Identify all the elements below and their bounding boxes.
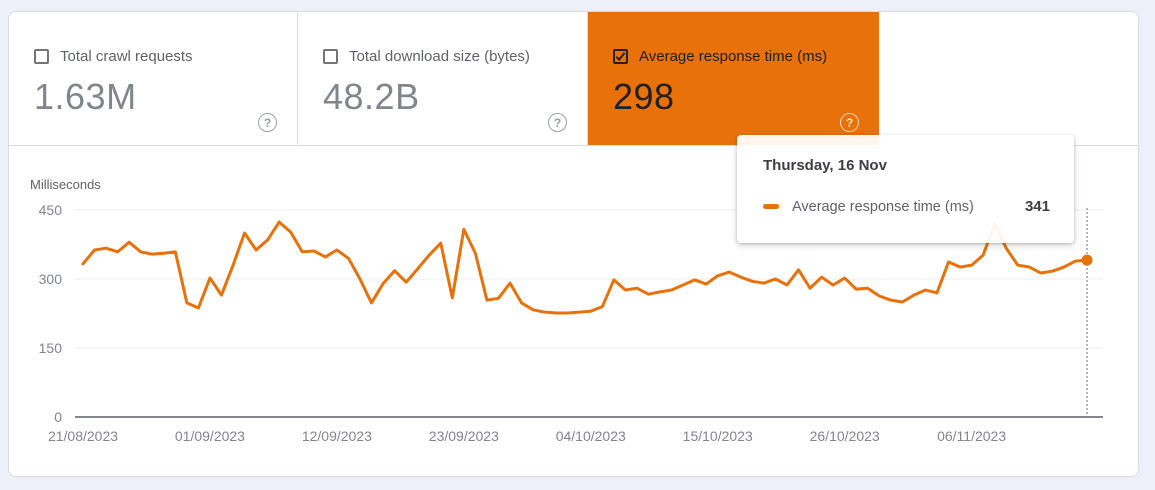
- checkbox-unchecked-icon[interactable]: [323, 49, 338, 64]
- metric-card-label: Total download size (bytes): [349, 48, 530, 65]
- metric-card-total-download-size[interactable]: Total download size (bytes) 48.2B ?: [298, 12, 588, 145]
- metric-card-value: 48.2B: [323, 76, 420, 117]
- chart-y-axis-title: Milliseconds: [30, 177, 101, 192]
- chart-hover-tooltip: Thursday, 16 Nov Average response time (…: [737, 135, 1074, 243]
- checkbox-checked-icon[interactable]: [613, 49, 628, 64]
- tooltip-series-value: 341: [1024, 198, 1050, 215]
- metric-card-total-crawl-requests[interactable]: Total crawl requests 1.63M ?: [9, 12, 298, 145]
- metric-card-label: Total crawl requests: [60, 48, 193, 65]
- tooltip-series-label: Average response time (ms): [792, 198, 974, 215]
- tooltip-date-title: Thursday, 16 Nov: [763, 157, 887, 174]
- crawl-stats-panel: Total crawl requests 1.63M ? Total downl…: [8, 11, 1139, 477]
- series-swatch-icon: [763, 204, 779, 209]
- metric-card-label: Average response time (ms): [639, 48, 828, 65]
- metric-card-value: 1.63M: [34, 76, 137, 117]
- help-icon[interactable]: ?: [258, 113, 277, 132]
- metric-card-average-response-time[interactable]: Average response time (ms) 298 ?: [588, 12, 879, 145]
- metric-card-value: 298: [613, 76, 675, 117]
- checkbox-unchecked-icon[interactable]: [34, 49, 49, 64]
- card-row-filler: [879, 12, 1138, 145]
- help-icon[interactable]: ?: [548, 113, 567, 132]
- help-icon[interactable]: ?: [840, 113, 859, 132]
- metric-card-row: Total crawl requests 1.63M ? Total downl…: [9, 12, 1138, 146]
